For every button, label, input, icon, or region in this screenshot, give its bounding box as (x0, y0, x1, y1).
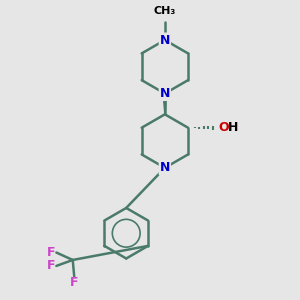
Text: F: F (70, 276, 79, 290)
Text: N: N (160, 87, 170, 100)
Text: F: F (47, 260, 55, 272)
Text: H: H (228, 121, 239, 134)
Text: N: N (160, 161, 170, 174)
Text: F: F (47, 246, 55, 259)
Text: CH₃: CH₃ (154, 6, 176, 16)
Text: O: O (218, 121, 229, 134)
Polygon shape (163, 94, 167, 114)
Text: N: N (160, 34, 170, 46)
